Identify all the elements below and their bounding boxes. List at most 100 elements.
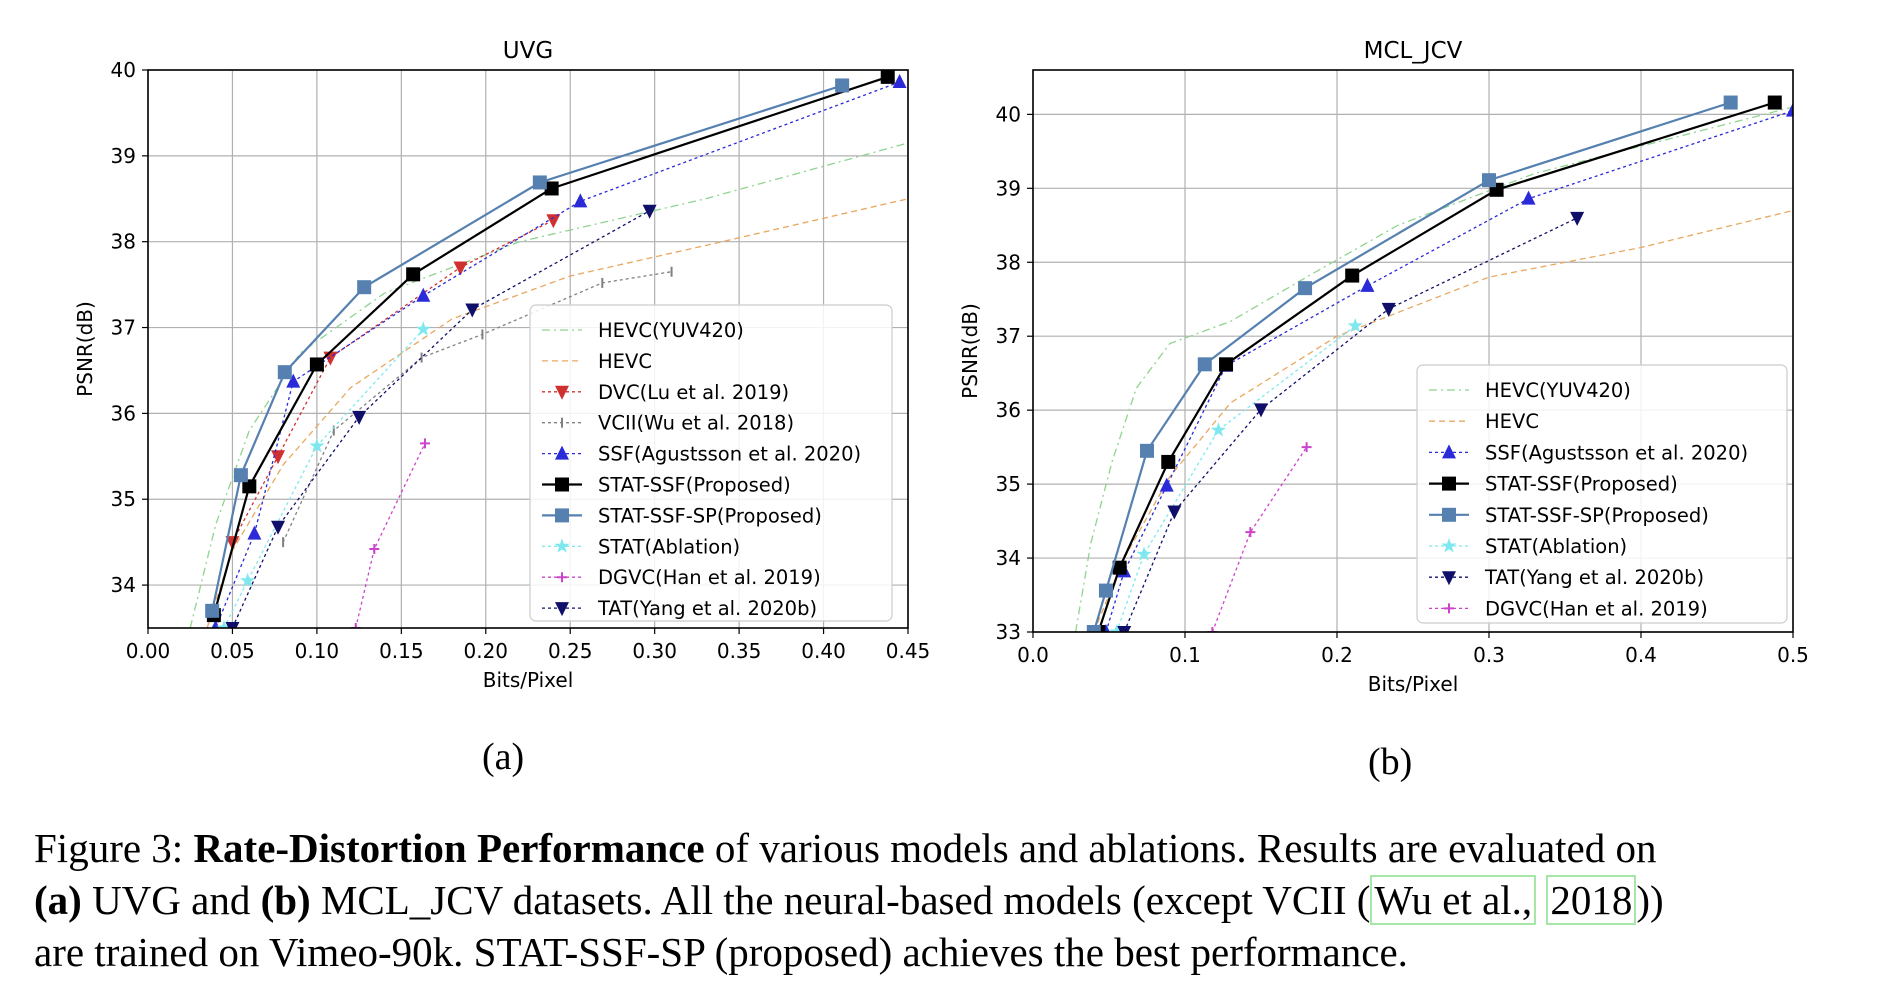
mcljcv-title: MCL_JCV	[1364, 38, 1463, 64]
mcljcv-point-dgvc-han-et-al-2019	[1245, 527, 1256, 538]
uvg-xtick-label: 0.25	[548, 639, 593, 663]
mcljcv-ytick-label: 39	[996, 176, 1021, 200]
mcljcv-series-group	[1074, 95, 1793, 632]
uvg-point-tat-yang-et-al-2020b	[225, 622, 240, 628]
mcljcv-point-stat-ssf-proposed	[1219, 357, 1234, 372]
mcljcv-legend-marker-stat-ssf-sp-proposed	[1442, 507, 1456, 522]
mcljcv-xlabel: Bits/Pixel	[1368, 672, 1459, 696]
mcljcv-ytick-label: 34	[996, 546, 1021, 570]
uvg-line-hevc	[206, 198, 908, 628]
caption-bold-a: (a)	[34, 877, 82, 923]
mcljcv-series-dgvc-han-et-al-2019	[1207, 442, 1312, 632]
mcljcv-point-ssf-agustsson-et-al-2020	[1521, 190, 1536, 205]
mcljcv-legend-label-dgvc-han-et-al-2019: DGVC(Han et al. 2019)	[1485, 597, 1708, 620]
uvg-ytick-label: 38	[111, 230, 136, 254]
mcljcv-xtick-label: 0.1	[1169, 643, 1201, 667]
uvg-point-stat-ssf-proposed	[406, 267, 421, 282]
uvg-series-group	[189, 70, 908, 628]
uvg-point-dgvc-han-et-al-2019	[350, 623, 361, 628]
mcljcv-legend-marker-tat-yang-et-al-2020b	[1442, 571, 1456, 586]
mcljcv-xtick-label: 0.3	[1473, 643, 1505, 667]
mcljcv-ytick-label: 35	[996, 472, 1021, 496]
mcljcv-point-stat-ablation	[1136, 546, 1152, 561]
uvg-point-tat-yang-et-al-2020b	[642, 204, 657, 219]
citation-link-wu[interactable]: Wu et al.,	[1370, 875, 1537, 925]
caption-cite-sep	[1536, 877, 1546, 923]
mcljcv-point-dgvc-han-et-al-2019	[1207, 627, 1218, 632]
uvg-ytick-label: 37	[111, 316, 136, 340]
uvg-point-dgvc-han-et-al-2019	[419, 438, 430, 449]
mcljcv-point-stat-ssf-sp-proposed	[1482, 173, 1496, 188]
figure-caption: Figure 3: Rate-Distortion Performance of…	[34, 822, 1874, 978]
uvg-line-stat-ssf-proposed	[212, 75, 889, 616]
mcljcv-xtick-label: 0.4	[1625, 643, 1657, 667]
uvg-point-stat-ablation	[240, 572, 256, 588]
mcljcv-line-hevc	[1093, 209, 1793, 632]
uvg-legend-label-dgvc-han-et-al-2019: DGVC(Han et al. 2019)	[598, 566, 821, 589]
uvg-point-ssf-agustsson-et-al-2020	[416, 287, 431, 302]
mcljcv-legend-label-stat-ssf-sp-proposed: STAT-SSF-SP(Proposed)	[1485, 504, 1709, 527]
uvg-legend-box	[529, 304, 893, 622]
mcljcv-legend-marker-stat-ablation	[1441, 538, 1457, 553]
uvg-legend-marker-stat-ablation	[554, 538, 570, 553]
uvg-legend-marker-stat-ssf-sp-proposed	[555, 508, 569, 523]
uvg-point-dvc-lu-et-al-2019	[546, 214, 561, 229]
mcljcv-legend-marker-stat-ssf-proposed	[1442, 476, 1456, 491]
uvg-xtick-label: 0.15	[379, 639, 424, 663]
uvg-line-stat-ssf-sp-proposed	[211, 84, 843, 612]
uvg-series-hevc-yuv420	[189, 142, 908, 628]
uvg-series-hevc	[206, 198, 908, 628]
uvg-point-stat-ssf-sp-proposed	[205, 603, 220, 618]
mcljcv-point-stat-ssf-sp-proposed	[1098, 583, 1113, 598]
mcljcv-point-tat-yang-et-al-2020b	[1570, 211, 1585, 226]
uvg-point-tat-yang-et-al-2020b	[465, 303, 480, 318]
uvg-legend-label-tat-yang-et-al-2020b: TAT(Yang et al. 2020b)	[597, 597, 817, 620]
mcljcv-point-ssf-agustsson-et-al-2020	[1786, 102, 1793, 117]
uvg-rd-chart: 0.00 0.05 0.10 0.15 0.20 0.25 0.30 0.35 0.40 0.45…	[73, 38, 931, 692]
mcljcv-point-stat-ssf-sp-proposed	[1140, 443, 1154, 458]
mcljcv-series-hevc	[1093, 209, 1793, 632]
mcljcv-line-hevc-yuv420	[1074, 106, 1793, 632]
uvg-point-stat-ssf-proposed	[880, 70, 895, 84]
uvg-xtick-label: 0.35	[717, 639, 762, 663]
uvg-point-stat-ablation	[309, 438, 325, 453]
mcljcv-legend-label-hevc-yuv420: HEVC(YUV420)	[1485, 379, 1631, 402]
mcljcv-line-stat-ablation	[1115, 325, 1356, 632]
mcljcv-legend-label-hevc: HEVC	[1485, 410, 1539, 433]
mcljcv-series-stat-ssf-sp-proposed	[1086, 95, 1738, 632]
uvg-series-stat-ssf-sp-proposed	[205, 78, 850, 618]
uvg-xtick-label: 0.40	[801, 639, 846, 663]
uvg-ytick-label: 40	[111, 58, 136, 82]
uvg-xtick-label: 0.30	[632, 639, 677, 663]
caption-prefix: Figure 3:	[34, 825, 194, 871]
uvg-legend-label-hevc-yuv420: HEVC(YUV420)	[598, 319, 744, 342]
uvg-xtick-label: 0.45	[886, 639, 931, 663]
uvg-legend: HEVC(YUV420) HEVC DVC(Lu et al. 2019) VCII(…	[529, 304, 893, 622]
mcljcv-ytick-label: 33	[996, 620, 1021, 644]
mcljcv-point-ssf-agustsson-et-al-2020	[1159, 477, 1174, 492]
uvg-point-dvc-lu-et-al-2019	[453, 261, 468, 276]
mcljcv-point-tat-yang-et-al-2020b	[1167, 505, 1182, 520]
caption-text-3: MCL_JCV datasets. All the neural-based m…	[310, 877, 1371, 923]
mcljcv-point-tat-yang-et-al-2020b	[1254, 403, 1268, 418]
uvg-xtick-label: 0.10	[295, 639, 340, 663]
mcljcv-point-stat-ssf-sp-proposed	[1298, 281, 1313, 296]
uvg-point-stat-ssf-sp-proposed	[357, 280, 372, 295]
mcljcv-point-stat-ssf-sp-proposed	[1723, 95, 1738, 110]
mcljcv-line-dgvc-han-et-al-2019	[1211, 446, 1308, 632]
uvg-axes-frame	[147, 69, 909, 629]
mcljcv-point-ssf-agustsson-et-al-2020	[1360, 277, 1375, 292]
mcljcv-point-stat-ablation	[1210, 422, 1226, 437]
uvg-point-ssf-agustsson-et-al-2020	[892, 74, 907, 89]
uvg-legend-label-dvc-lu-et-al-2019: DVC(Lu et al. 2019)	[598, 381, 789, 404]
uvg-point-stat-ssf-sp-proposed	[277, 365, 292, 380]
mcljcv-ytick-label: 38	[996, 250, 1021, 274]
uvg-point-tat-yang-et-al-2020b	[352, 410, 367, 425]
caption-text-4: ))	[1636, 877, 1664, 923]
uvg-point-stat-ssf-sp-proposed	[532, 175, 547, 190]
uvg-line-ssf-agustsson-et-al-2020	[214, 81, 900, 628]
mcljcv-legend-marker-dgvc-han-et-al-2019	[1444, 603, 1454, 614]
citation-link-2018[interactable]: 2018	[1546, 875, 1637, 925]
mcljcv-rd-chart: 0.0 0.1 0.2 0.3 0.4 0.5 33 34 35 36 37 38 39 40 MCL_JC…	[958, 38, 1809, 696]
caption-bold-b: (b)	[260, 877, 311, 923]
